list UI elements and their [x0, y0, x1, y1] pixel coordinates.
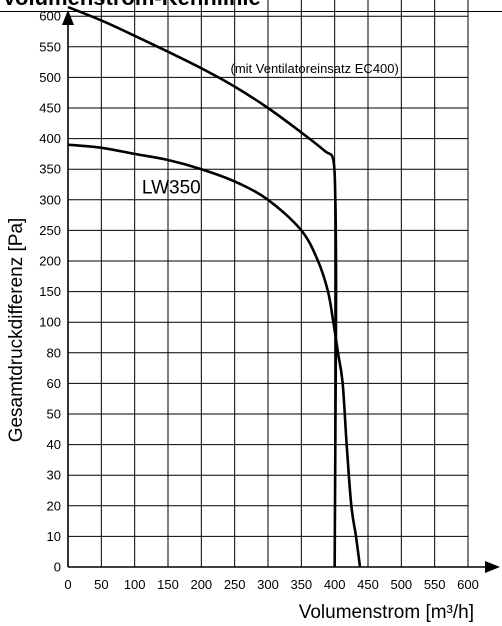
x-tick-label: 500: [390, 577, 412, 592]
y-tick-label: 60: [47, 376, 61, 391]
x-tick-label: 600: [457, 577, 479, 592]
y-tick-label: 200: [39, 254, 61, 269]
x-tick-label: 350: [290, 577, 312, 592]
tick-labels: 0 50 100 150 200 250 300 350 400 450 500 550 600 0 10 2…: [39, 9, 479, 592]
y-tick-label: 500: [39, 70, 61, 85]
y-tick-label: 0: [54, 560, 61, 575]
y-tick-label: 250: [39, 223, 61, 238]
title-underline: [0, 11, 502, 12]
y-tick-label: 80: [47, 345, 61, 360]
x-axis-arrow: [485, 561, 500, 573]
x-tick-label: 0: [64, 577, 71, 592]
y-tick-label: 150: [39, 284, 61, 299]
y-tick-label: 450: [39, 101, 61, 116]
y-tick-label: 550: [39, 39, 61, 54]
annotation-ec400: (mit Ventilatoreinsatz EC400): [230, 61, 398, 76]
x-tick-label: 200: [190, 577, 212, 592]
y-tick-label: 30: [47, 468, 61, 483]
y-tick-label: 400: [39, 131, 61, 146]
x-tick-label: 300: [257, 577, 279, 592]
grid: [68, 0, 469, 567]
y-tick-label: 600: [39, 9, 61, 24]
x-tick-label: 550: [424, 577, 446, 592]
y-tick-label: 350: [39, 162, 61, 177]
x-tick-label: 150: [157, 577, 179, 592]
x-axis-label: Volumenstrom [m³/h]: [299, 602, 474, 623]
axes: [62, 10, 500, 573]
y-tick-label: 50: [47, 407, 61, 422]
x-tick-label: 50: [94, 577, 108, 592]
y-tick-label: 40: [47, 437, 61, 452]
x-tick-label: 250: [224, 577, 246, 592]
y-axis-label: Gesamtdruckdifferenz [Pa]: [6, 218, 27, 443]
y-tick-label: 100: [39, 315, 61, 330]
series-line-ec400: [67, 5, 338, 568]
series-line-lw350: [67, 143, 362, 568]
y-tick-label: 300: [39, 192, 61, 207]
y-tick-label: 20: [47, 498, 61, 513]
y-axis-arrow: [62, 10, 74, 25]
page-title: Volumenstrom-Kennlinie: [2, 0, 261, 11]
x-tick-label: 100: [124, 577, 146, 592]
chart-labels: Gesamtdruckdifferenz [Pa] Volumenstrom […: [6, 218, 474, 623]
y-tick-label: 10: [47, 529, 61, 544]
annotation-lw350: LW350: [142, 178, 201, 199]
x-tick-label: 450: [357, 577, 379, 592]
x-tick-label: 400: [324, 577, 346, 592]
series-layer: LW350 (mit Ventilatoreinsatz EC400): [67, 5, 399, 568]
